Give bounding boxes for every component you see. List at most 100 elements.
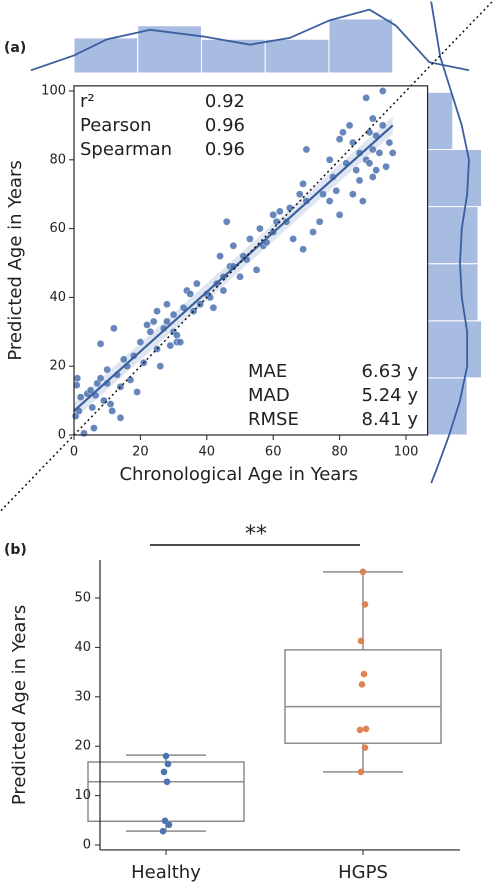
scatter-point bbox=[216, 252, 224, 260]
x-tick-label: 100 bbox=[394, 445, 419, 460]
scatter-point bbox=[149, 317, 158, 326]
scatter-point bbox=[153, 307, 161, 315]
top-hist-bar bbox=[73, 37, 139, 74]
top-hist-bar bbox=[200, 38, 266, 74]
scatter-point bbox=[372, 166, 380, 174]
strip-point bbox=[358, 681, 366, 688]
scatter-point bbox=[153, 345, 161, 353]
top-kde bbox=[30, 8, 470, 72]
scatter-point bbox=[309, 228, 317, 236]
scatter-point bbox=[378, 87, 387, 95]
scatter-point bbox=[163, 317, 171, 326]
x-tick-label: HGPS bbox=[338, 862, 388, 883]
scatter-point bbox=[252, 266, 261, 274]
scatter-point bbox=[375, 149, 384, 157]
scatter-point bbox=[110, 324, 118, 333]
stat-value: 8.41 y bbox=[362, 409, 419, 430]
scatter-point bbox=[289, 235, 297, 243]
scatter-point bbox=[108, 407, 116, 415]
y-tick-label: 40 bbox=[49, 290, 66, 305]
scatter-point bbox=[80, 429, 88, 438]
stat-value: 5.24 y bbox=[362, 385, 419, 406]
stat-label: MAD bbox=[248, 385, 290, 406]
scatter-point bbox=[88, 403, 97, 412]
scatter-point bbox=[116, 413, 125, 422]
fit-line bbox=[73, 124, 394, 412]
right-hist-bar bbox=[427, 377, 468, 436]
right-hist-bar bbox=[427, 206, 479, 265]
y-axis-label: Predicted Age in Years bbox=[5, 160, 26, 360]
scatter-point bbox=[378, 121, 387, 130]
top-hist-bar bbox=[264, 38, 330, 74]
scatter-point bbox=[166, 341, 175, 350]
stat-label: Pearson bbox=[80, 115, 152, 136]
y-tick-label: 60 bbox=[49, 221, 66, 236]
scatter-point bbox=[209, 303, 218, 312]
scatter-point bbox=[359, 197, 367, 205]
stat-label: Spearman bbox=[80, 139, 172, 160]
scatter-point bbox=[189, 307, 198, 315]
y-tick-label: 20 bbox=[74, 739, 91, 754]
scatter-point bbox=[246, 235, 254, 243]
scatter-point bbox=[325, 155, 334, 164]
scatter-point bbox=[345, 121, 354, 130]
scatter-point bbox=[355, 176, 364, 185]
y-tick-label: 80 bbox=[49, 152, 66, 167]
stat-label: RMSE bbox=[248, 409, 299, 430]
x-tick-label: 80 bbox=[331, 445, 348, 460]
scatter-point bbox=[368, 114, 377, 123]
panel-label: (b) bbox=[4, 542, 27, 558]
y-tick-label: 100 bbox=[41, 84, 66, 99]
y-tick-label: 10 bbox=[74, 788, 91, 803]
y-tick-label: 50 bbox=[74, 591, 91, 606]
scatter-point bbox=[229, 241, 238, 250]
scatter-point bbox=[315, 217, 324, 226]
strip-point bbox=[357, 768, 365, 776]
y-tick-label: 20 bbox=[49, 359, 66, 374]
strip-point bbox=[159, 827, 167, 835]
stat-value: 0.96 bbox=[205, 139, 245, 160]
scatter-point bbox=[136, 338, 145, 346]
axes-frame bbox=[73, 85, 429, 436]
strip-point bbox=[162, 752, 170, 760]
strip-point bbox=[361, 601, 369, 608]
scatter-point bbox=[156, 362, 165, 371]
scatter-point bbox=[96, 374, 105, 383]
scatter-point bbox=[368, 173, 377, 181]
y-tick-label: 0 bbox=[58, 428, 66, 443]
x-tick-label: 60 bbox=[265, 445, 282, 460]
right-hist-bar bbox=[427, 91, 454, 150]
strip-point bbox=[360, 670, 368, 678]
x-tick-label: Healthy bbox=[131, 862, 201, 883]
y-tick-label: 0 bbox=[83, 838, 91, 853]
scatter-point bbox=[365, 159, 374, 168]
scatter-point bbox=[193, 279, 201, 288]
scatter-point bbox=[143, 321, 151, 329]
scatter-point bbox=[116, 383, 125, 391]
scatter-point bbox=[325, 197, 334, 205]
scatter-point bbox=[86, 386, 95, 395]
strip-point bbox=[361, 744, 369, 751]
scatter-point bbox=[368, 145, 377, 154]
scatter-point bbox=[319, 190, 327, 198]
scatter-point bbox=[222, 217, 231, 226]
strip-point bbox=[165, 821, 173, 829]
strip-point bbox=[160, 768, 168, 776]
x-tick-label: 20 bbox=[132, 445, 149, 460]
stat-value: 6.63 y bbox=[362, 361, 419, 382]
scatter-point bbox=[236, 272, 244, 281]
strip-point bbox=[164, 760, 172, 768]
scatter-point bbox=[106, 400, 115, 408]
scatter-point bbox=[362, 94, 370, 102]
scatter-point bbox=[76, 393, 85, 401]
scatter-point bbox=[335, 211, 344, 219]
stat-label: r² bbox=[80, 91, 95, 112]
scatter-point bbox=[332, 186, 341, 195]
scatter-point bbox=[100, 396, 108, 405]
strip-point bbox=[362, 725, 370, 733]
strip-point bbox=[359, 568, 367, 576]
scatter-point bbox=[146, 327, 155, 336]
y-axis-label: Predicted Age in Years bbox=[9, 605, 30, 805]
scatter-point bbox=[229, 262, 238, 271]
